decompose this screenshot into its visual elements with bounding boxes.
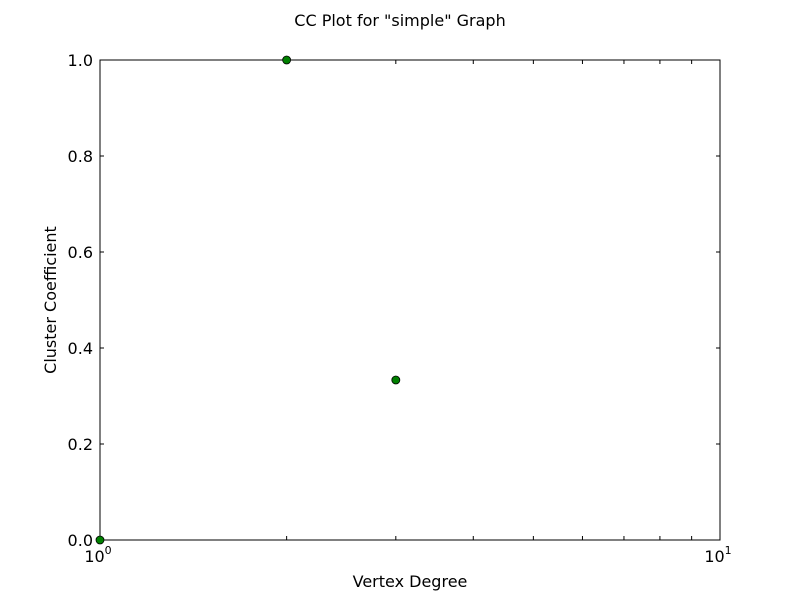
- x-tick-label: 100: [84, 544, 111, 566]
- x-tick-label-base: 10: [84, 547, 104, 566]
- y-tick-label: 0.6: [68, 243, 93, 262]
- x-tick-label: 101: [704, 544, 731, 566]
- y-tick-labels: 0.0 0.2 0.4 0.6 0.8 1.0: [68, 51, 93, 550]
- chart-title: CC Plot for "simple" Graph: [294, 11, 505, 30]
- x-tick-labels: 100 101: [84, 544, 731, 566]
- data-point: [391, 375, 401, 385]
- x-tick-label-exponent: 1: [725, 544, 732, 557]
- data-point: [282, 55, 292, 65]
- x-tick-label-base: 10: [704, 547, 724, 566]
- plot-frame: [99, 59, 721, 541]
- y-tick-label: 1.0: [68, 51, 93, 70]
- y-axis-label: Cluster Coefficient: [41, 226, 60, 374]
- x-tick-label-exponent: 0: [105, 544, 112, 557]
- plot-area: [95, 55, 721, 545]
- y-tick-label: 0.0: [68, 531, 93, 550]
- y-tick-label: 0.2: [68, 435, 93, 454]
- data-points: [95, 55, 401, 545]
- data-point: [95, 535, 105, 545]
- y-tick-label: 0.8: [68, 147, 93, 166]
- x-minor-ticks: [286, 60, 693, 540]
- y-tick-label: 0.4: [68, 339, 93, 358]
- x-axis-label: Vertex Degree: [353, 572, 468, 591]
